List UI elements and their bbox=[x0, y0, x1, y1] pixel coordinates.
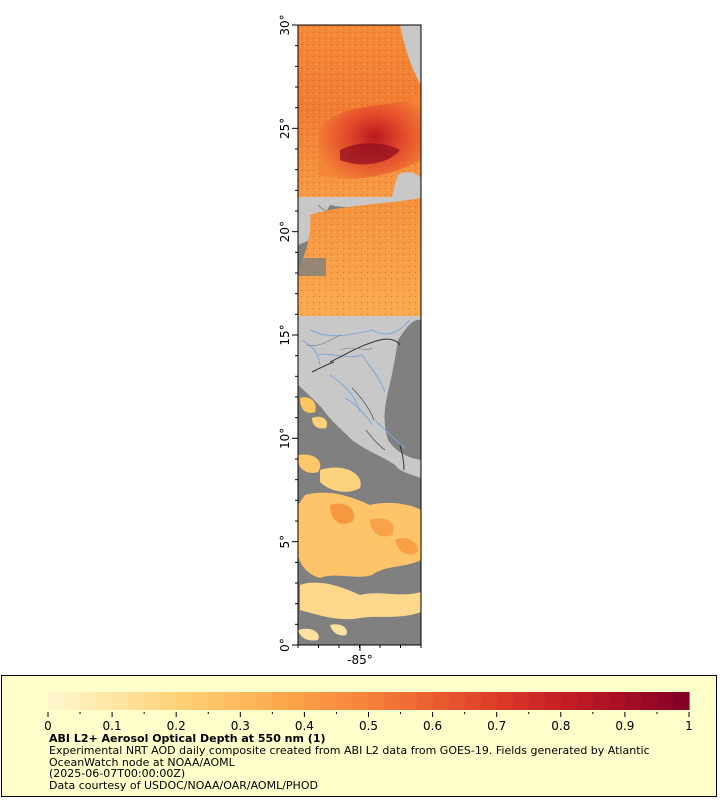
longitude-axis: -85° bbox=[297, 645, 422, 667]
colorbar-swatch bbox=[96, 692, 113, 710]
colorbar-tick-label: 0.2 bbox=[167, 719, 186, 733]
colorbar-swatches bbox=[48, 692, 690, 710]
colorbar-swatch bbox=[160, 692, 177, 710]
colorbar-swatch bbox=[112, 692, 129, 710]
colorbar-swatch bbox=[560, 692, 578, 710]
colorbar-swatch bbox=[656, 692, 674, 710]
lat-tick-label: 10° bbox=[278, 428, 292, 449]
colorbar-swatch bbox=[592, 692, 610, 710]
lat-tick-label: 0° bbox=[278, 638, 292, 652]
colorbar-swatch bbox=[576, 692, 594, 710]
colorbar-swatch bbox=[240, 692, 257, 710]
colorbar-swatch bbox=[352, 692, 370, 710]
colorbar-swatch bbox=[400, 692, 418, 710]
colorbar-swatch bbox=[528, 692, 546, 710]
lat-tick-label: 20° bbox=[278, 221, 292, 242]
colorbar-swatch bbox=[192, 692, 209, 710]
colorbar-swatch bbox=[496, 692, 514, 710]
lat-tick-label: 25° bbox=[278, 118, 292, 139]
aod-map: 0° 5° 10° 15° 20° 25° 30° -85° bbox=[278, 14, 422, 667]
lat-tick-label: 30° bbox=[278, 14, 292, 35]
colorbar-tick-label: 0.4 bbox=[295, 719, 314, 733]
colorbar-swatch bbox=[544, 692, 562, 710]
aod-field-north bbox=[298, 25, 421, 197]
colorbar-swatch bbox=[336, 692, 354, 710]
colorbar: 0 0.1 0.2 0.3 0.4 0.5 0.6 0.7 0.8 0.9 1 bbox=[44, 692, 693, 733]
colorbar-tick-label: 0.8 bbox=[551, 719, 570, 733]
colorbar-swatch bbox=[144, 692, 161, 710]
colorbar-ticks: 0 0.1 0.2 0.3 0.4 0.5 0.6 0.7 0.8 0.9 1 bbox=[44, 712, 693, 733]
land-central-america bbox=[298, 316, 421, 478]
colorbar-swatch bbox=[272, 692, 289, 710]
lon-tick-label: -85° bbox=[347, 653, 373, 667]
colorbar-tick-label: 0.9 bbox=[615, 719, 634, 733]
colorbar-swatch bbox=[208, 692, 225, 710]
colorbar-tick-label: 0 bbox=[44, 719, 52, 733]
colorbar-swatch bbox=[640, 692, 658, 710]
colorbar-swatch bbox=[368, 692, 386, 710]
legend-title: ABI L2+ Aerosol Optical Depth at 550 nm … bbox=[49, 732, 326, 745]
legend-panel: 0 0.1 0.2 0.3 0.4 0.5 0.6 0.7 0.8 0.9 1 ABI L2+ Ae… bbox=[1, 675, 717, 797]
colorbar-swatch bbox=[128, 692, 145, 710]
legend-credit: Data courtesy of USDOC/NOAA/OAR/AOML/PHO… bbox=[49, 779, 318, 792]
colorbar-swatch bbox=[432, 692, 450, 710]
colorbar-swatch bbox=[176, 692, 193, 710]
legend-description: Experimental NRT AOD daily composite cre… bbox=[49, 744, 650, 769]
colorbar-tick-label: 1 bbox=[685, 719, 693, 733]
colorbar-tick-label: 0.1 bbox=[103, 719, 122, 733]
colorbar-swatch bbox=[64, 692, 81, 710]
colorbar-swatch bbox=[512, 692, 530, 710]
colorbar-swatch bbox=[624, 692, 642, 710]
colorbar-swatch bbox=[48, 692, 65, 710]
colorbar-swatch bbox=[80, 692, 97, 710]
colorbar-swatch bbox=[480, 692, 498, 710]
latitude-axis: 0° 5° 10° 15° 20° 25° 30° bbox=[278, 14, 298, 652]
colorbar-tick-label: 0.3 bbox=[231, 719, 250, 733]
lat-tick-label: 5° bbox=[278, 535, 292, 549]
colorbar-swatch bbox=[304, 692, 322, 710]
colorbar-swatch bbox=[672, 692, 690, 710]
colorbar-swatch bbox=[320, 692, 338, 710]
colorbar-tick-label: 0.6 bbox=[423, 719, 442, 733]
colorbar-swatch bbox=[288, 692, 305, 710]
aod-field-middle bbox=[298, 198, 421, 316]
lat-tick-label: 15° bbox=[278, 324, 292, 345]
colorbar-swatch bbox=[416, 692, 434, 710]
colorbar-tick-label: 0.5 bbox=[359, 719, 378, 733]
colorbar-swatch bbox=[224, 692, 241, 710]
aod-field-south bbox=[298, 397, 421, 641]
colorbar-swatch bbox=[448, 692, 466, 710]
colorbar-tick-label: 0.7 bbox=[487, 719, 506, 733]
colorbar-swatch bbox=[256, 692, 273, 710]
colorbar-swatch bbox=[464, 692, 482, 710]
legend-date: (2025-06-07T00:00:00Z) bbox=[49, 767, 186, 780]
map-canvas: 0° 5° 10° 15° 20° 25° 30° -85° bbox=[278, 14, 422, 667]
colorbar-swatch bbox=[608, 692, 626, 710]
colorbar-swatch bbox=[384, 692, 402, 710]
